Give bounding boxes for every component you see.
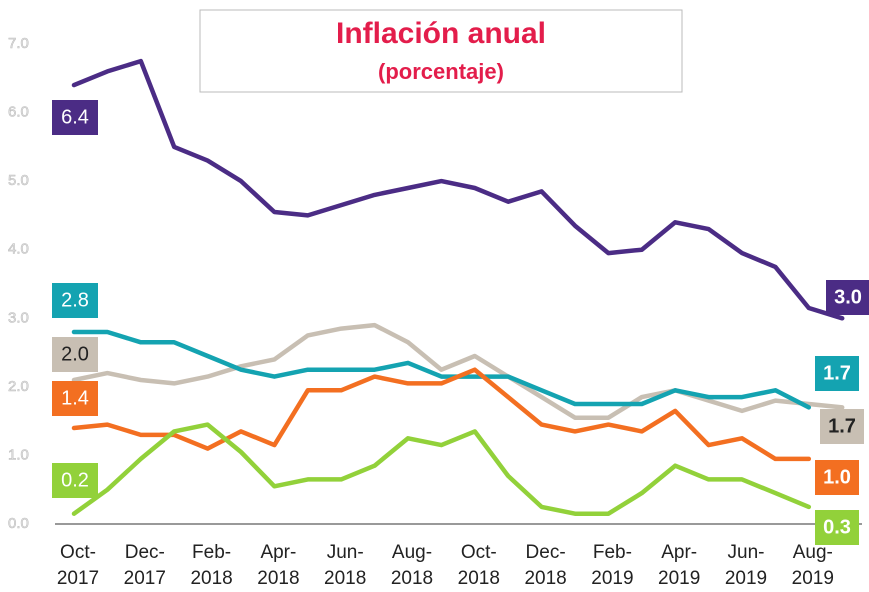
x-tick-label: Oct-2018	[457, 542, 500, 589]
series-line	[71, 329, 812, 410]
y-tick-label: 6.0	[8, 104, 29, 121]
x-tick-label: Dec-2018	[524, 542, 567, 589]
label-box	[815, 356, 859, 391]
series-line	[71, 58, 845, 321]
series-label: 6.4	[61, 106, 89, 128]
series-line	[71, 367, 812, 462]
x-tick-label: Apr-2019	[658, 542, 701, 589]
label-box	[52, 463, 98, 498]
chart-title: Inflación anual	[336, 17, 546, 50]
series-label: 0.2	[61, 469, 89, 491]
series-label: 3.0	[834, 286, 862, 308]
series-label: 1.0	[823, 466, 851, 488]
label-box	[815, 510, 859, 545]
title-box	[199, 9, 683, 93]
x-tick-label: Aug-2018	[390, 542, 434, 589]
x-tick-label: Feb-2018	[190, 542, 233, 589]
series-label: 0.3	[823, 516, 851, 538]
label-box	[52, 337, 98, 372]
x-tick-label: Jun-2019	[724, 542, 768, 589]
label-box	[52, 283, 98, 318]
y-tick-label: 0.0	[8, 515, 29, 532]
series-label: 1.7	[823, 362, 851, 384]
label-box	[826, 280, 869, 315]
y-tick-label: 4.0	[8, 241, 29, 258]
y-tick-label: 1.0	[8, 446, 29, 463]
series-line	[71, 422, 812, 516]
y-tick-label: 2.0	[8, 378, 29, 395]
label-box	[815, 460, 859, 495]
x-tick-label: Dec-2017	[123, 542, 166, 589]
chart-subtitle: (porcentaje)	[378, 59, 504, 84]
label-box	[52, 100, 98, 135]
x-tick-label: Oct-2017	[56, 542, 100, 589]
y-tick-label: 5.0	[8, 172, 29, 189]
series-label: 1.4	[61, 387, 89, 409]
series-label: 2.0	[61, 343, 89, 365]
x-tick-label: Jun-2018	[324, 542, 367, 589]
x-tick-label: Feb-2019	[591, 542, 634, 589]
x-tick-label: Apr-2018	[257, 542, 300, 589]
y-tick-label: 3.0	[8, 309, 29, 326]
series-line	[71, 322, 845, 420]
y-tick-label: 7.0	[8, 35, 29, 52]
x-tick-label: Aug-2019	[791, 542, 834, 589]
label-box	[52, 381, 98, 416]
label-box	[820, 409, 864, 444]
series-label: 2.8	[61, 289, 89, 311]
series-label: 1.7	[828, 415, 856, 437]
